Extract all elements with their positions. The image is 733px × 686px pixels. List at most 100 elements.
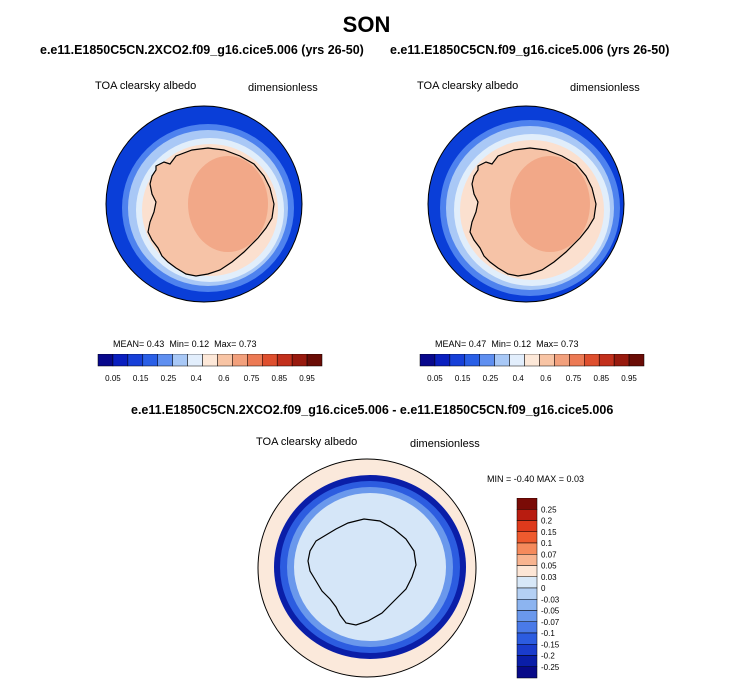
panel2-mean-label: MEAN= (435, 339, 467, 349)
colorbar-tick-label: 0.75 (244, 374, 260, 383)
diff-colorbar-swatch (516, 599, 538, 611)
colorbar-swatch (524, 354, 540, 367)
colorbar-swatch (127, 354, 144, 367)
diff-minmax: MIN = -0.40 MAX = 0.03 (487, 474, 585, 484)
diff-colorbar-label: 0 (541, 584, 546, 593)
diff-colorbar-swatch (516, 587, 538, 600)
diff-colorbar-swatch (516, 565, 538, 577)
diff-units-label: dimensionless (410, 438, 480, 450)
diff-variable-label: TOA clearsky albedo (256, 436, 358, 448)
diff-colorbar-label: 0.05 (541, 562, 557, 571)
colorbar-tick-label: 0.05 (105, 374, 121, 383)
diff-colorbar-swatch (516, 666, 538, 679)
colorbar-tick-label: 0.85 (594, 374, 610, 383)
colorbar-tick-label: 0.15 (133, 374, 149, 383)
panel2-title: e.e11.E1850C5CN.f09_g16.cice5.006 (yrs 2… (390, 43, 670, 57)
panel1-colorbar: 0.05 0.15 0.25 0.4 0.6 0.75 0.85 0.95 (97, 354, 323, 383)
colorbar-tick-label: 0.75 (566, 374, 582, 383)
diff-inner (294, 493, 446, 641)
colorbar-swatch (232, 354, 248, 367)
diff-colorbar-label: 0.2 (541, 517, 553, 526)
diff-colorbar-swatch (516, 632, 538, 645)
panel1-mean-value: 0.43 (146, 339, 165, 349)
colorbar-tick-label: 0.25 (483, 374, 499, 383)
colorbar-swatch (157, 354, 173, 367)
diff-colorbar-label: -0.07 (541, 618, 560, 627)
colorbar-swatch (554, 354, 570, 367)
colorbar-swatch (217, 354, 233, 367)
colorbar-swatch (494, 354, 510, 367)
diff-colorbar-label: 0.1 (541, 539, 553, 548)
colorbar-swatch (598, 354, 615, 367)
panel2-variable-label: TOA clearsky albedo (417, 80, 519, 92)
diff-colorbar-swatch (516, 554, 538, 566)
diff-polar-map (257, 458, 477, 678)
panel2-min-value: 0.12 (513, 339, 532, 349)
diff-colorbar-label: 0.25 (541, 505, 557, 514)
panel1-polar-map (105, 105, 303, 303)
diff-colorbar: 0.25 0.2 0.15 0.1 0.07 0.05 0.03 0 -0.03 -0.05 -0.… (516, 498, 560, 679)
panel1-variable-label: TOA clearsky albedo (95, 80, 197, 92)
diff-colorbar-label: -0.2 (541, 652, 555, 661)
colorbar-swatch (584, 354, 600, 367)
colorbar-swatch (479, 354, 495, 367)
panel1-stats: MEAN= 0.43 Min= 0.12 Max= 0.73 (113, 339, 256, 349)
diff-colorbar-swatch (516, 509, 538, 521)
panel2-polar-map (427, 105, 625, 303)
diff-colorbar-swatch (516, 644, 538, 656)
panel1-min-label: Min= (169, 339, 190, 349)
diff-colorbar-swatch (516, 655, 538, 667)
colorbar-swatch (172, 354, 188, 367)
colorbar-tick-label: 0.6 (218, 374, 230, 383)
panel1-map-border (105, 105, 303, 303)
diff-colorbar-swatch (516, 542, 538, 555)
diff-colorbar-label: -0.15 (541, 640, 560, 649)
colorbar-swatch (569, 354, 585, 367)
colorbar-swatch (262, 354, 278, 367)
diff-colorbar-label: -0.1 (541, 629, 555, 638)
colorbar-swatch (202, 354, 218, 367)
panel1-units-label: dimensionless (248, 82, 318, 94)
colorbar-swatch (306, 354, 323, 367)
diff-colorbar-swatch (516, 498, 538, 510)
colorbar-tick-label: 0.6 (540, 374, 552, 383)
panel1-title: e.e11.E1850C5CN.2XCO2.f09_g16.cice5.006 … (40, 43, 364, 57)
colorbar-swatch (419, 354, 436, 367)
colorbar-swatch (142, 354, 158, 367)
colorbar-tick-label: 0.4 (513, 374, 525, 383)
colorbar-swatch (539, 354, 555, 367)
colorbar-swatch (187, 354, 203, 367)
diff-colorbar-label: 0.07 (541, 550, 557, 559)
colorbar-tick-label: 0.05 (427, 374, 443, 383)
colorbar-swatch (247, 354, 263, 367)
panel2-plateau (510, 156, 590, 252)
panel1-max-label: Max= (214, 339, 237, 349)
panel2-units-label: dimensionless (570, 82, 640, 94)
diff-colorbar-swatch (516, 531, 538, 544)
colorbar-tick-label: 0.85 (272, 374, 288, 383)
diff-colorbar-label: 0.03 (541, 573, 557, 582)
diff-colorbar-swatch (516, 576, 538, 589)
colorbar-tick-label: 0.95 (621, 374, 637, 383)
colorbar-swatch (291, 354, 308, 367)
colorbar-swatch (509, 354, 525, 367)
diff-map-border (257, 458, 477, 678)
diff-colorbar-swatch (516, 621, 538, 634)
panel2-stats: MEAN= 0.47 Min= 0.12 Max= 0.73 (435, 339, 578, 349)
colorbar-swatch (97, 354, 114, 367)
colorbar-swatch (628, 354, 645, 367)
main-title: SON (342, 12, 391, 37)
colorbar-tick-label: 0.25 (161, 374, 177, 383)
panel1-plateau (188, 156, 268, 252)
colorbar-tick-label: 0.4 (191, 374, 203, 383)
panel2-mean-value: 0.47 (468, 339, 487, 349)
panel2-max-label: Max= (536, 339, 559, 349)
panel2-map-border (427, 105, 625, 303)
diff-colorbar-label: -0.03 (541, 595, 560, 604)
panel2-min-label: Min= (491, 339, 512, 349)
panel1-max-value: 0.73 (238, 339, 257, 349)
colorbar-tick-label: 0.15 (455, 374, 471, 383)
diff-colorbar-label: -0.05 (541, 607, 560, 616)
panel1-min-value: 0.12 (191, 339, 210, 349)
colorbar-tick-label: 0.95 (299, 374, 315, 383)
